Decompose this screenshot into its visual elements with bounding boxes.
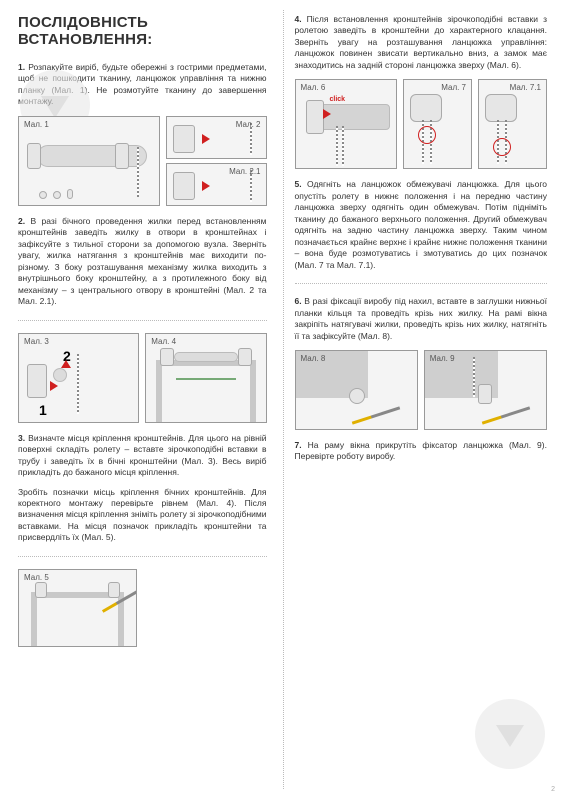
fig-row-2: Мал. 3 1 2 Мал. 4 <box>18 333 267 423</box>
right-column: 4. Після встановлення кронштейнів зірочк… <box>283 0 565 799</box>
figure-1: Мал. 1 <box>18 116 160 206</box>
click-label: click <box>330 96 346 103</box>
fig-row-5: Мал. 8 Мал. 9 <box>295 350 548 430</box>
fig-label: Мал. 6 <box>301 83 326 92</box>
fig-row-1: Мал. 1 Мал. 2 Мал. 2.1 <box>18 116 267 206</box>
left-column: ПОСЛІДОВНІСТЬ ВСТАНОВЛЕННЯ: 1. Розпакуйт… <box>0 0 283 799</box>
step-7: 7. На раму вікна прикрутіть фіксатор лан… <box>295 440 548 463</box>
fig-label: Мал. 1 <box>24 120 49 129</box>
figure-3: Мал. 3 1 2 <box>18 333 139 423</box>
figure-7: Мал. 7 <box>403 79 472 169</box>
fig-label: Мал. 7 <box>441 83 466 92</box>
page-number: 2 <box>551 786 555 793</box>
fig-label: Мал. 9 <box>430 354 455 363</box>
fig-label: Мал. 8 <box>301 354 326 363</box>
fig-row-3: Мал. 5 <box>18 569 267 647</box>
horizontal-divider <box>295 283 548 284</box>
figure-7-1: Мал. 7.1 <box>478 79 547 169</box>
figure-9: Мал. 9 <box>424 350 547 430</box>
fig-label: Мал. 2.1 <box>229 167 260 176</box>
page-title: ПОСЛІДОВНІСТЬ ВСТАНОВЛЕННЯ: <box>18 14 267 48</box>
fig-label: Мал. 5 <box>24 573 49 582</box>
page: ПОСЛІДОВНІСТЬ ВСТАНОВЛЕННЯ: 1. Розпакуйт… <box>0 0 565 799</box>
figure-2: Мал. 2 <box>166 116 266 159</box>
figure-8: Мал. 8 <box>295 350 418 430</box>
callout-1: 1 <box>39 402 47 418</box>
step-3a: 3. Визначте місця кріплення кронштейнів.… <box>18 433 267 479</box>
step-4: 4. Після встановлення кронштейнів зірочк… <box>295 14 548 71</box>
fig-label: Мал. 2 <box>236 120 261 129</box>
fig-row-4: Мал. 6 click Мал. 7 Мал. 7.1 <box>295 79 548 169</box>
figure-4: Мал. 4 <box>145 333 266 423</box>
fig-label: Мал. 4 <box>151 337 176 346</box>
watermark-icon <box>475 699 545 769</box>
step-5: 5. Одягніть на ланцюжок обмежувачі ланцю… <box>295 179 548 271</box>
figure-5: Мал. 5 <box>18 569 137 647</box>
step-2: 2. В разі бічного проведення жилки перед… <box>18 216 267 308</box>
figure-2-1: Мал. 2.1 <box>166 163 266 206</box>
step-3b: Зробіть позначки місць кріплення бічних … <box>18 487 267 544</box>
fig-label: Мал. 7.1 <box>510 83 541 92</box>
figure-6: Мал. 6 click <box>295 79 398 169</box>
horizontal-divider <box>18 320 267 321</box>
horizontal-divider <box>18 556 267 557</box>
fig-label: Мал. 3 <box>24 337 49 346</box>
step-6: 6. В разі фіксації виробу під нахил, вст… <box>295 296 548 342</box>
